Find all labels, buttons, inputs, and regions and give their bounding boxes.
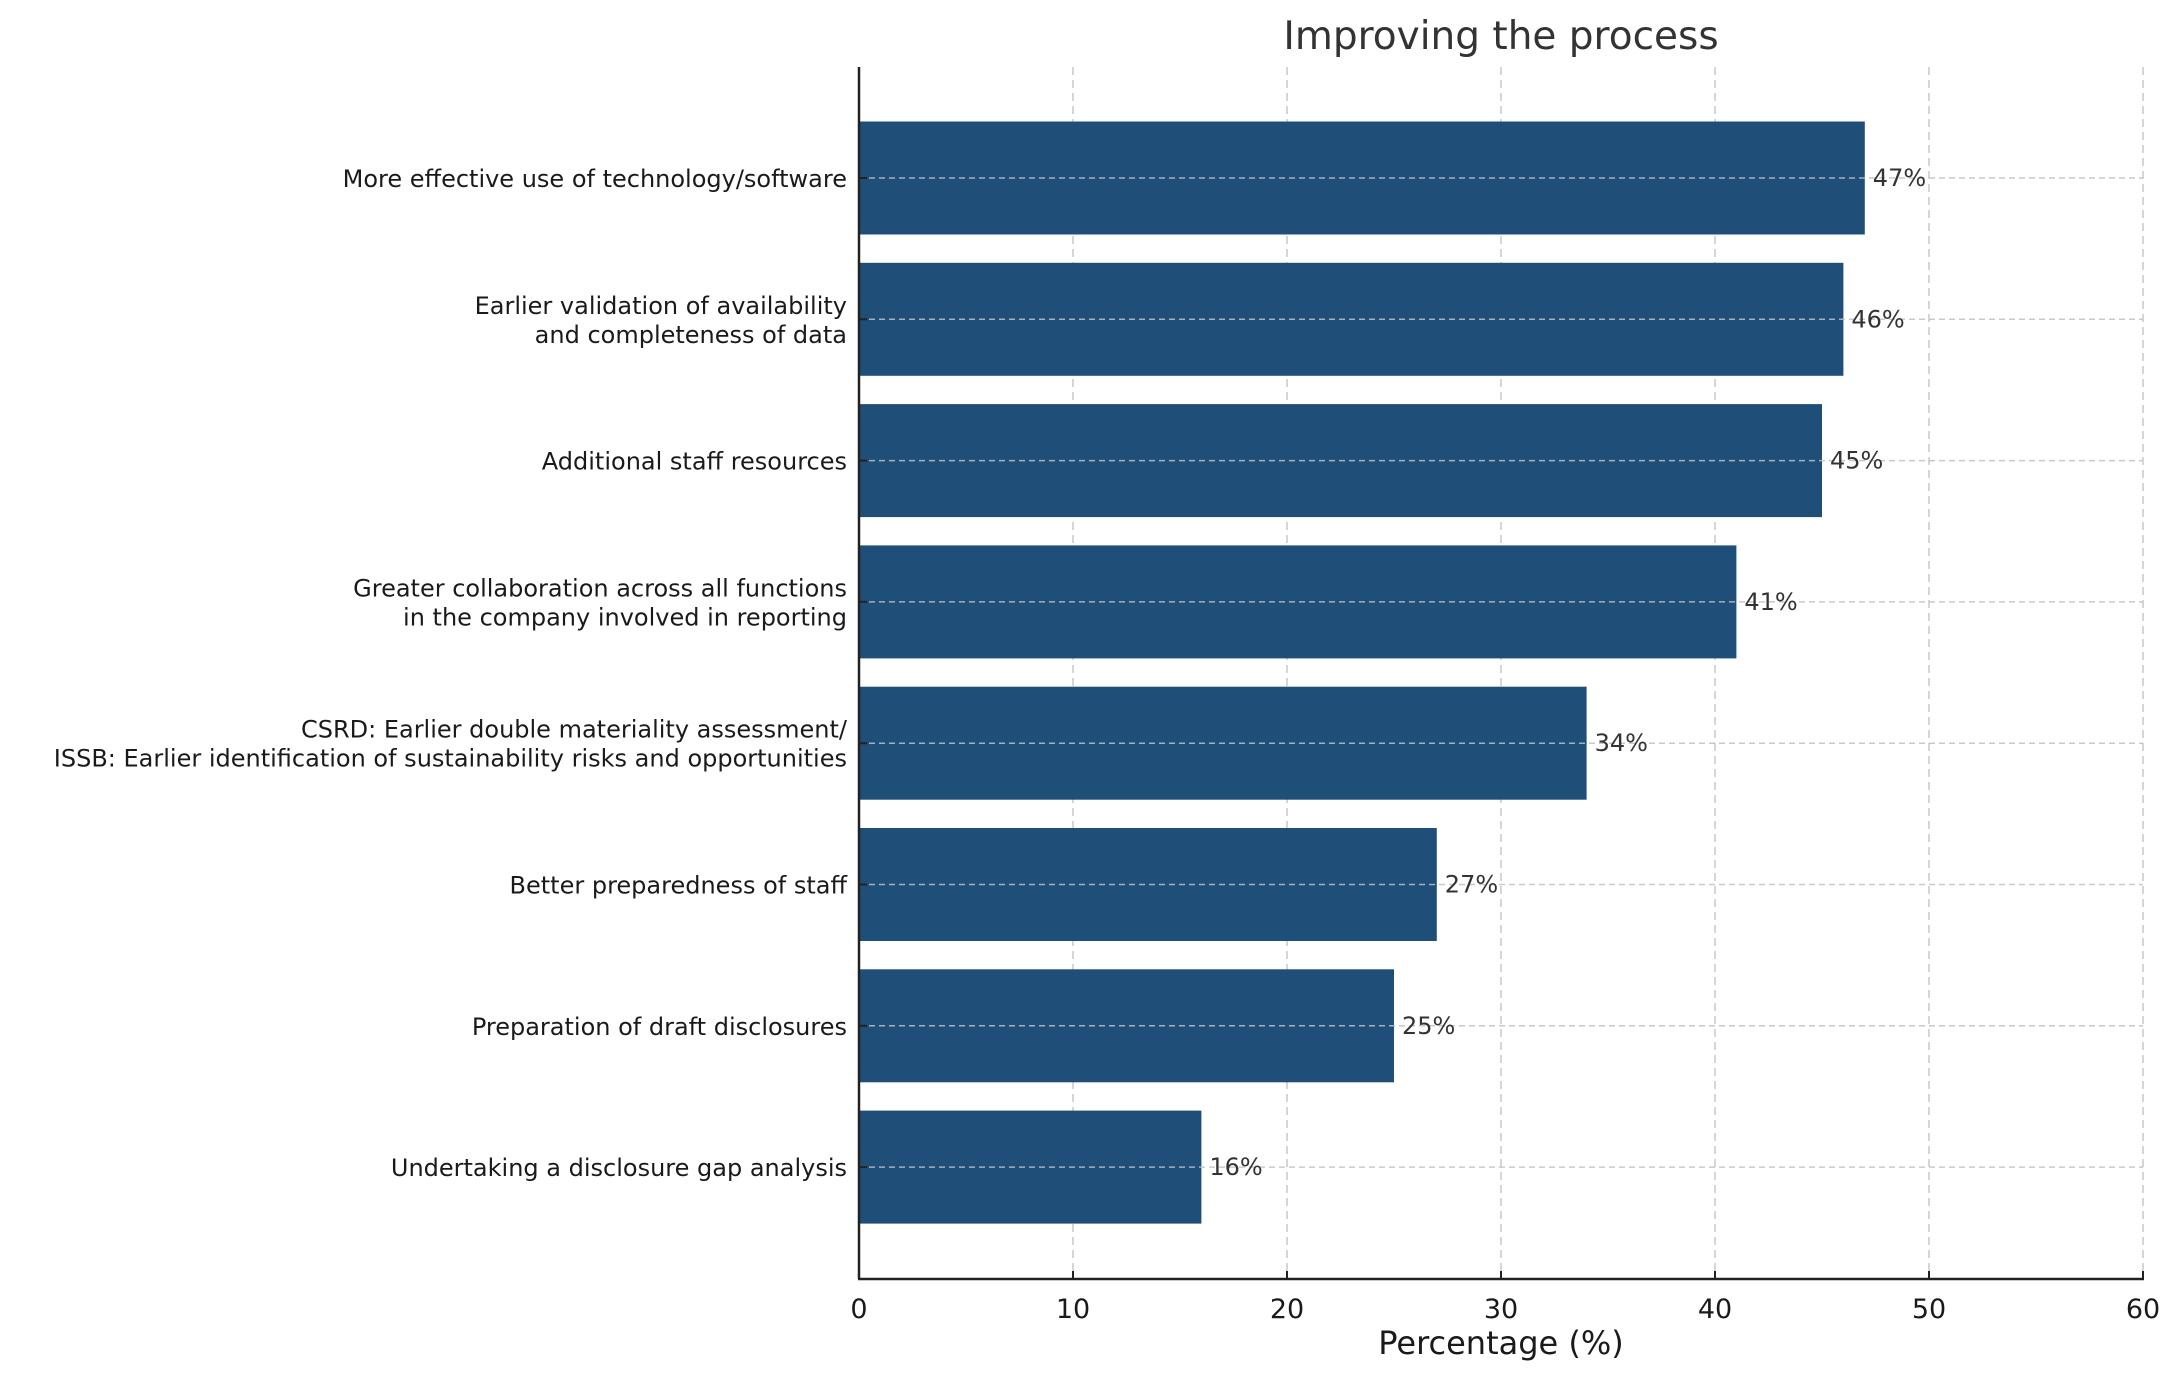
data-label: 45% — [1830, 447, 1883, 475]
x-tick-label: 60 — [2126, 1294, 2160, 1325]
y-tick-label: More effective use of technology/softwar… — [343, 165, 847, 193]
x-tick-label: 30 — [1484, 1294, 1518, 1325]
data-label: 25% — [1402, 1012, 1455, 1040]
x-tick-label: 0 — [850, 1294, 867, 1325]
x-axis-label: Percentage (%) — [1378, 1324, 1624, 1362]
y-tick-label: Earlier validation of availability — [475, 292, 847, 320]
y-tick-label: and completeness of data — [535, 321, 847, 349]
y-tick-label: in the company involved in reporting — [403, 603, 847, 631]
horizontal-gridlines — [859, 177, 2143, 1168]
y-axis-tick-labels: More effective use of technology/softwar… — [54, 165, 867, 1182]
y-tick-label: Additional staff resources — [542, 448, 847, 476]
data-labels: 47% 46% 45% 41% 34% 27% 25% 16% — [1209, 164, 1926, 1181]
data-label: 34% — [1595, 729, 1648, 757]
y-tick-label: ISSB: Earlier identification of sustaina… — [54, 745, 847, 773]
vertical-gridlines — [1072, 67, 2144, 1279]
bars — [859, 121, 1865, 1224]
y-tick-label: Better preparedness of staff — [510, 872, 848, 900]
y-tick-label: Preparation of draft disclosures — [472, 1013, 847, 1041]
y-tick-label: CSRD: Earlier double materiality assessm… — [301, 716, 848, 744]
x-tick-label: 50 — [1912, 1294, 1946, 1325]
data-label: 47% — [1873, 164, 1926, 192]
y-tick-label: Undertaking a disclosure gap analysis — [391, 1154, 847, 1182]
data-label: 16% — [1209, 1153, 1262, 1181]
x-tick-label: 40 — [1698, 1294, 1732, 1325]
x-axis-tick-labels: 0 10 20 30 40 50 60 — [850, 1271, 2160, 1325]
data-label: 27% — [1445, 871, 1498, 899]
y-tick-label: Greater collaboration across all functio… — [353, 574, 847, 602]
x-tick-label: 10 — [1056, 1294, 1090, 1325]
x-tick-label: 20 — [1270, 1294, 1304, 1325]
data-label: 46% — [1851, 305, 1904, 333]
chart-title: Improving the process — [1283, 14, 1718, 59]
data-label: 41% — [1744, 588, 1797, 616]
